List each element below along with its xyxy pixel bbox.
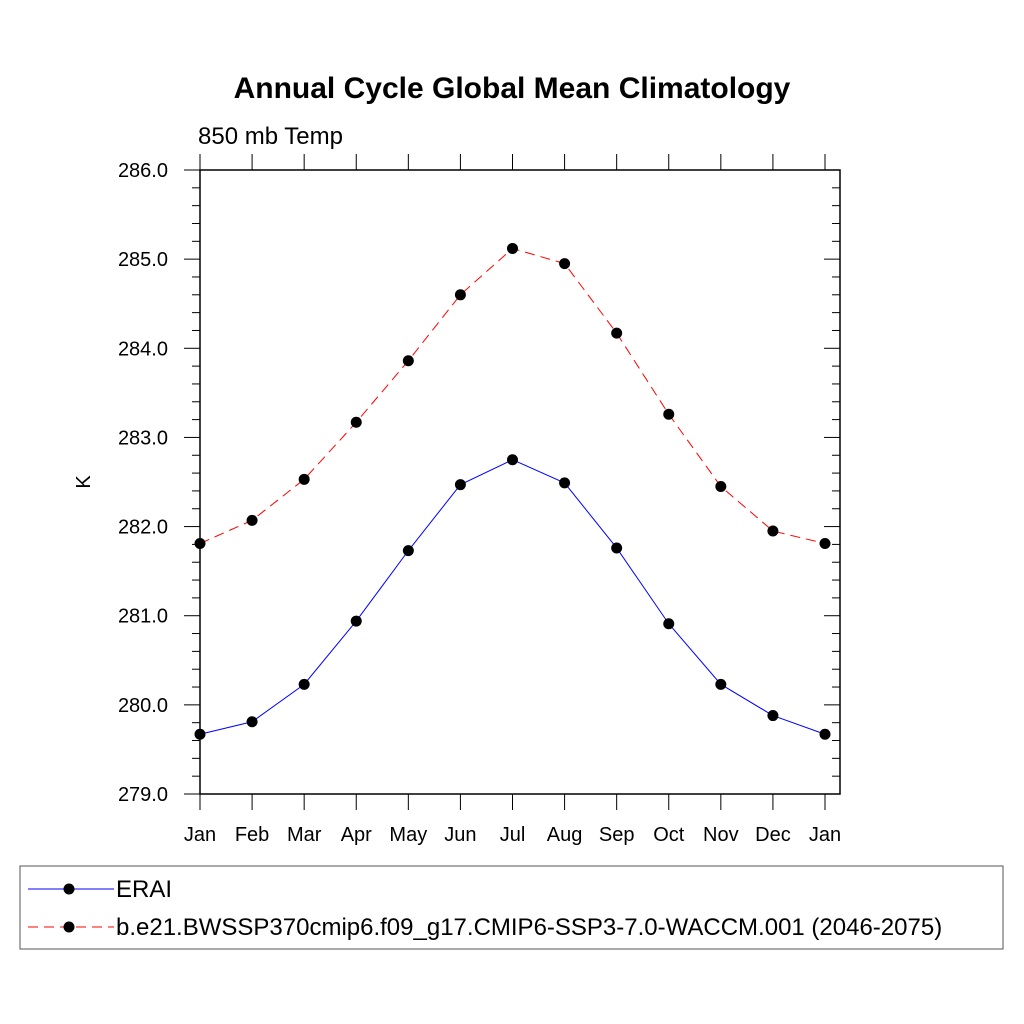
legend-marker-2 [63,921,75,933]
data-point-series-1 [715,678,727,690]
legend-label-2: b.e21.BWSSP370cmip6.f09_g17.CMIP6-SSP3-7… [116,914,942,941]
y-tick-label: 279.0 [118,784,168,806]
data-point-series-1 [246,716,258,728]
x-tick-label: Dec [755,824,791,846]
series-line-1 [199,459,826,735]
y-tick-label: 283.0 [118,427,168,449]
data-point-series-2 [298,473,310,485]
x-tick-label: Sep [599,824,635,846]
data-point-series-2 [663,408,675,420]
data-point-series-2 [715,480,727,492]
data-point-series-1 [454,479,466,491]
data-point-series-1 [767,710,779,722]
data-point-series-1 [559,477,571,489]
data-point-series-2 [454,289,466,301]
x-tick-label: May [389,824,427,846]
y-axis-label: K [73,475,95,489]
x-tick-label: Apr [341,824,372,846]
data-point-series-1 [663,618,675,630]
data-point-series-2 [507,242,518,254]
y-tick-label: 281.0 [118,606,168,628]
x-tick-label: Jan [184,824,216,846]
data-point-series-1 [611,542,623,554]
legend-marker-1 [63,883,75,895]
data-point-series-2 [402,355,414,367]
x-tick-label: Oct [653,824,685,846]
data-point-series-2 [350,416,362,428]
x-tick-label: Mar [287,824,322,846]
data-point-series-1 [402,545,414,557]
y-tick-label: 286.0 [118,160,168,182]
x-tick-label: Nov [703,824,739,846]
x-tick-label: Jan [809,824,841,846]
legend: ERAI b.e21.BWSSP370cmip6.f09_g17.CMIP6-SS… [19,865,1004,950]
data-point-series-2 [611,327,623,339]
data-point-series-1 [819,728,831,740]
chart-subtitle: 850 mb Temp [198,123,343,150]
legend-label-1: ERAI [116,876,172,903]
x-tick-label: Jun [444,824,476,846]
x-tick-label: Aug [547,824,583,846]
data-point-series-2 [767,525,779,537]
data-point-series-1 [350,615,362,627]
data-point-series-2 [819,538,831,550]
data-point-series-1 [194,728,206,740]
x-tick-label: Jul [500,824,526,846]
x-tick-label: Feb [235,824,269,846]
chart-title: Annual Cycle Global Mean Climatology [234,72,791,105]
data-point-series-2 [246,514,258,526]
data-point-series-1 [298,678,310,690]
data-point-series-2 [559,258,571,270]
data-point-series-2 [194,538,206,550]
plot-area: 279.0 280.0 281.0 282.0 283.0 284.0 285.0 286.0… [118,154,841,846]
y-tick-label: 282.0 [118,517,168,539]
series-line-2 [199,247,826,544]
y-tick-label: 284.0 [118,338,168,360]
legend-box [19,865,1004,950]
y-tick-label: 285.0 [118,249,168,271]
data-point-series-1 [507,454,518,466]
plot-frame [199,169,841,795]
y-tick-label: 280.0 [118,695,168,717]
